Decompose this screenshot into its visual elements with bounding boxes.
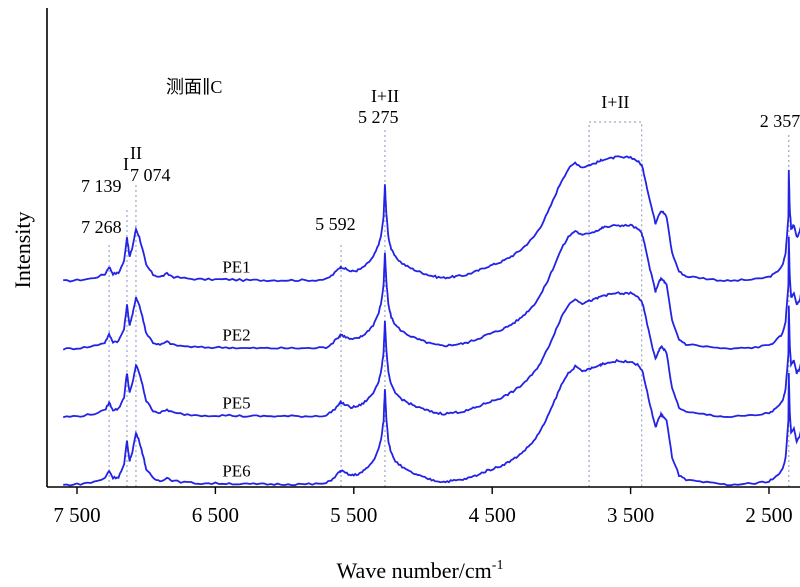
peak-annotation: I+II bbox=[371, 86, 399, 106]
band-box bbox=[588, 121, 643, 487]
series-label: PE6 bbox=[222, 461, 250, 480]
peak-annotation: 7 268 bbox=[81, 217, 122, 237]
x-axis-label: Wave number/cm-1 bbox=[337, 558, 504, 583]
series-line-pe5 bbox=[62, 291, 800, 419]
x-tick-label: 7 500 bbox=[53, 503, 100, 527]
peak-annotation: 7 074 bbox=[130, 165, 171, 185]
band-box-label: I+II bbox=[601, 92, 629, 112]
x-tick-label: 5 500 bbox=[330, 503, 377, 527]
series-label: PE2 bbox=[222, 325, 250, 344]
orientation-label: 测面∥C bbox=[166, 77, 222, 97]
x-axis-label-main: Wave number/cm bbox=[337, 558, 492, 583]
series-line-pe6 bbox=[63, 358, 800, 487]
series-line-pe2 bbox=[62, 223, 800, 351]
x-tick-label: 4 500 bbox=[469, 503, 516, 527]
x-tick-label: 6 500 bbox=[192, 503, 239, 527]
peak-annotation: 5 275 bbox=[358, 107, 399, 127]
series-line-pe1 bbox=[63, 155, 800, 283]
peak-annotation: 5 592 bbox=[315, 214, 356, 234]
peak-annotation: 2 357 bbox=[760, 111, 800, 131]
peak-annotation: II bbox=[130, 143, 142, 163]
y-axis-label: Intensity bbox=[10, 212, 35, 289]
peak-annotation: 7 139 bbox=[81, 176, 122, 196]
spectra-series: PE1 PE2 PE5 PE6 bbox=[62, 155, 800, 487]
series-label: PE1 bbox=[222, 257, 250, 276]
series-label: PE5 bbox=[222, 393, 250, 412]
peak-annotation: I bbox=[123, 154, 129, 174]
peak-guide-lines bbox=[108, 121, 790, 487]
x-tick-label: 2 500 bbox=[745, 503, 792, 527]
x-axis-ticks: 7 500 6 500 5 500 4 500 3 500 2 500 bbox=[53, 487, 793, 527]
x-tick-label: 3 500 bbox=[607, 503, 654, 527]
x-axis-label-superscript: -1 bbox=[492, 558, 504, 573]
